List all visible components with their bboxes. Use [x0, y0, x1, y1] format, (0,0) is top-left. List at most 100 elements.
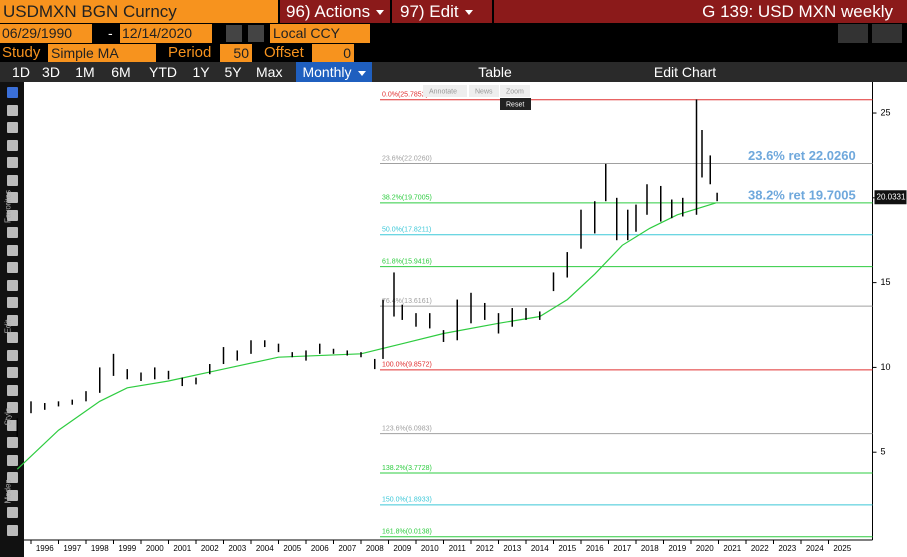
x-tick-label: 2006: [311, 544, 329, 553]
last-price-label: 20.0331: [877, 192, 906, 201]
tool-icon[interactable]: [7, 104, 18, 116]
x-tick-label: 1997: [63, 544, 81, 553]
tool-icon[interactable]: [7, 489, 18, 501]
chart: 5 10 15 2025 1996 1997 1998 1999 2000 2001 2002 200…: [16, 82, 907, 557]
range-separator: -: [108, 25, 113, 41]
fib-label: 76.4%(13.6161): [382, 298, 432, 305]
chart-button[interactable]: News: [469, 85, 499, 97]
tool-icon[interactable]: [7, 332, 18, 343]
fib-label: 150.0%(1.8933): [382, 497, 432, 504]
period-button[interactable]: 6M: [111, 64, 131, 80]
period-button[interactable]: Max: [256, 64, 283, 80]
period-button[interactable]: YTD: [149, 64, 177, 80]
tool-icon[interactable]: [7, 122, 18, 133]
x-tick-label: 2008: [366, 544, 384, 553]
x-tick-label: 2005: [283, 544, 301, 553]
redo-button[interactable]: [872, 24, 902, 43]
fib-label: 100.0%(9.8572): [382, 362, 432, 369]
tool-icon[interactable]: [7, 472, 18, 483]
x-tick-label: 2000: [146, 544, 164, 553]
chart-button-bg: [423, 85, 467, 97]
actions-menu[interactable]: 96) Actions: [280, 0, 390, 23]
y-tick-label: 15: [881, 277, 891, 287]
plot-background: [24, 82, 907, 557]
edit-menu[interactable]: 97) Edit: [392, 0, 492, 23]
x-tick-label: 2001: [173, 544, 191, 553]
tool-icon[interactable]: [7, 227, 18, 238]
x-tick-label: 1999: [118, 544, 136, 553]
chart-button-bg: [469, 85, 499, 97]
tool-icon[interactable]: [7, 314, 18, 326]
tool-icon[interactable]: [7, 507, 18, 518]
y-tick-label: 25: [881, 107, 891, 117]
tool-icon[interactable]: [7, 454, 18, 466]
prev-button[interactable]: [226, 25, 242, 42]
x-tick-label: 2009: [393, 544, 411, 553]
period-button[interactable]: 5Y: [224, 64, 242, 80]
undo-button[interactable]: [838, 24, 868, 43]
currency-select[interactable]: Local CCY: [270, 24, 370, 43]
chart-button-label: Reset: [506, 101, 524, 108]
period-button[interactable]: 1M: [75, 64, 95, 80]
x-tick-label: 1996: [36, 544, 54, 553]
chart-button[interactable]: Annotate: [423, 85, 467, 97]
x-tick-label: 2016: [586, 544, 604, 553]
chart-button[interactable]: Zoom: [500, 85, 530, 97]
edit-chart-button[interactable]: Edit Chart: [653, 64, 717, 80]
x-tick-label: 2023: [778, 544, 796, 553]
chart-button[interactable]: Reset: [500, 98, 531, 110]
period-input[interactable]: 50: [220, 44, 252, 62]
y-tick-label: 5: [881, 447, 886, 457]
study-select[interactable]: Simple MA: [48, 44, 156, 62]
last-price-box: [874, 190, 907, 205]
tool-icon[interactable]: [7, 174, 18, 186]
x-tick-label: 2013: [503, 544, 521, 553]
tool-icon[interactable]: [7, 87, 18, 98]
tool-icon[interactable]: [7, 384, 18, 396]
table-button[interactable]: Table: [478, 64, 512, 80]
tool-icon[interactable]: [7, 367, 18, 378]
period-button[interactable]: 3D: [42, 64, 60, 80]
next-button[interactable]: [248, 25, 264, 42]
tool-icon[interactable]: [7, 437, 18, 448]
fib-label: 138.2%(3.7728): [382, 465, 432, 472]
offset-input[interactable]: 0: [312, 44, 354, 62]
chart-button-bg: [500, 98, 531, 110]
end-date[interactable]: 12/14/2020: [120, 24, 212, 43]
tool-icon[interactable]: [7, 209, 18, 221]
tool-icon[interactable]: [7, 279, 18, 291]
tool-icon[interactable]: [7, 297, 18, 308]
start-date[interactable]: 06/29/1990: [0, 24, 92, 43]
x-tick-label: 2017: [613, 544, 631, 553]
tool-icon[interactable]: [7, 192, 18, 203]
fib-label: 161.8%(0.0138): [382, 529, 432, 536]
frequency-select[interactable]: Monthly: [296, 62, 372, 82]
fib-label: 38.2%(19.7005): [382, 195, 432, 202]
period-button[interactable]: 1Y: [192, 64, 210, 80]
tool-icon[interactable]: [7, 157, 18, 168]
period-button[interactable]: 1D: [12, 64, 30, 80]
window-title: G 139: USD MXN weekly: [494, 0, 907, 23]
x-tick-label: 2003: [228, 544, 246, 553]
chart-button-label: News: [475, 88, 493, 95]
tool-icon[interactable]: [7, 349, 18, 361]
tool-icon[interactable]: [7, 402, 18, 413]
annotation: 38.2% ret 19.7005: [748, 187, 856, 202]
fib-label: 0.0%(25.7852): [382, 92, 428, 99]
x-tick-label: 2024: [806, 544, 824, 553]
x-tick-label: 2020: [696, 544, 714, 553]
tool-icon[interactable]: [7, 524, 18, 536]
x-tick-label: 2011: [449, 544, 467, 553]
period-label: Period: [168, 44, 212, 61]
y-tick-label: 10: [881, 362, 891, 372]
tool-icon[interactable]: [7, 244, 18, 256]
tool-icon[interactable]: [7, 262, 18, 273]
x-tick-label: 2021: [723, 544, 741, 553]
tool-icon[interactable]: [7, 419, 18, 431]
x-tick-label: 2004: [256, 544, 274, 553]
security-field[interactable]: USDMXN BGN Curncy: [0, 0, 278, 23]
tool-icon[interactable]: [7, 139, 18, 151]
x-tick-label: 2002: [201, 544, 219, 553]
moving-average: [16, 202, 716, 470]
